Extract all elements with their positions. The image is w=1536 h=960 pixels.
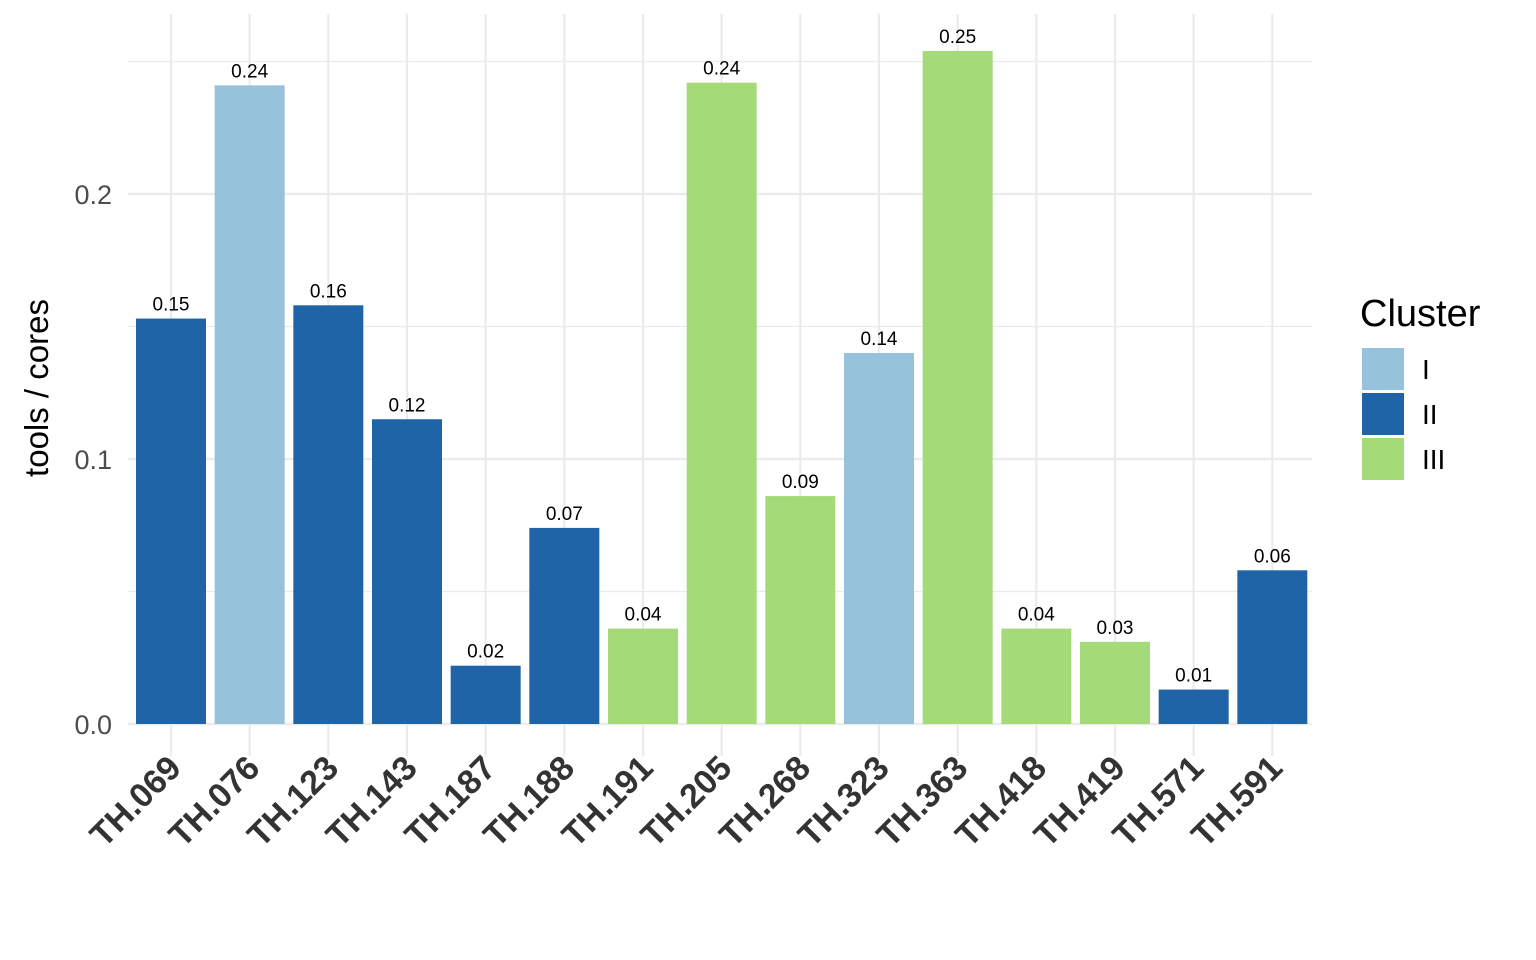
legend-swatch-iii xyxy=(1362,438,1404,480)
data-label: 0.15 xyxy=(153,295,190,316)
bar-th-418 xyxy=(1001,628,1072,724)
y-axis: 0.0 0.1 0.2 xyxy=(74,180,112,740)
y-tick-label: 0.2 xyxy=(74,180,112,210)
y-axis-label: tools / cores xyxy=(18,299,55,477)
data-label: 0.09 xyxy=(782,472,819,493)
data-label: 0.24 xyxy=(231,61,268,82)
data-label: 0.06 xyxy=(1254,546,1291,567)
bars-group xyxy=(136,50,1308,725)
y-tick-label: 0.1 xyxy=(74,445,112,475)
data-label: 0.16 xyxy=(310,281,347,302)
data-label: 0.24 xyxy=(703,59,740,80)
legend-label: III xyxy=(1422,444,1445,475)
data-label: 0.02 xyxy=(467,642,504,663)
bar-th-205 xyxy=(686,82,757,724)
bar-th-591 xyxy=(1237,570,1308,724)
x-axis: TH.069TH.076TH.123TH.143TH.187TH.188TH.1… xyxy=(83,749,1290,855)
data-label: 0.04 xyxy=(1018,605,1055,626)
data-labels-group: 0.15 0.24 0.16 0.12 0.02 0.07 0.04 0.24 0.09 0.14… xyxy=(153,27,1291,687)
bar-th-143 xyxy=(372,419,442,724)
bar-th-123 xyxy=(293,305,364,724)
data-label: 0.07 xyxy=(546,504,583,525)
data-label: 0.01 xyxy=(1175,666,1212,687)
bar-th-191 xyxy=(608,628,678,724)
legend-title: Cluster xyxy=(1360,293,1481,335)
data-label: 0.04 xyxy=(625,605,662,626)
data-label: 0.12 xyxy=(389,395,426,416)
legend-swatch-ii xyxy=(1362,393,1404,435)
data-label: 0.03 xyxy=(1097,618,1134,639)
bar-th-268 xyxy=(765,496,836,724)
y-tick-label: 0.0 xyxy=(74,710,112,740)
bar-th-188 xyxy=(529,527,600,724)
legend-label: I xyxy=(1422,354,1430,385)
legend-swatch-i xyxy=(1362,348,1404,390)
bar-th-363 xyxy=(922,50,993,724)
legend-label: II xyxy=(1422,399,1438,430)
bar-th-069 xyxy=(136,318,206,724)
bar-th-076 xyxy=(214,85,285,725)
bar-th-187 xyxy=(450,665,521,724)
data-label: 0.14 xyxy=(861,329,898,350)
data-label: 0.25 xyxy=(939,27,976,48)
bar-th-419 xyxy=(1080,641,1150,724)
bar-th-571 xyxy=(1158,689,1229,724)
bar-th-323 xyxy=(844,353,914,724)
